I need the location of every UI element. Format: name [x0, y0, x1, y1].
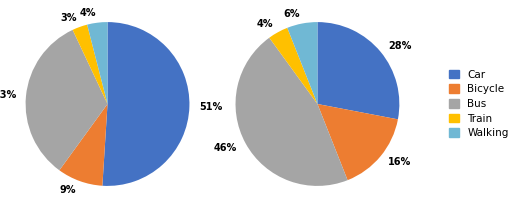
Text: 4%: 4%: [79, 8, 96, 18]
Wedge shape: [287, 22, 317, 104]
Wedge shape: [317, 104, 398, 180]
Wedge shape: [73, 25, 108, 104]
Text: 46%: 46%: [214, 143, 237, 153]
Wedge shape: [236, 38, 348, 186]
Wedge shape: [87, 22, 108, 104]
Wedge shape: [26, 30, 108, 170]
Text: 28%: 28%: [388, 41, 412, 51]
Text: 33%: 33%: [0, 90, 16, 100]
Wedge shape: [269, 28, 317, 104]
Text: 3%: 3%: [60, 13, 76, 23]
Legend: Car, Bicycle, Bus, Train, Walking: Car, Bicycle, Bus, Train, Walking: [445, 67, 512, 141]
Text: 9%: 9%: [60, 185, 76, 195]
Wedge shape: [59, 104, 108, 186]
Text: 4%: 4%: [257, 19, 273, 28]
Wedge shape: [317, 22, 399, 119]
Wedge shape: [102, 22, 189, 186]
Text: 6%: 6%: [284, 9, 300, 19]
Text: 51%: 51%: [199, 102, 223, 112]
Text: 16%: 16%: [388, 157, 411, 167]
